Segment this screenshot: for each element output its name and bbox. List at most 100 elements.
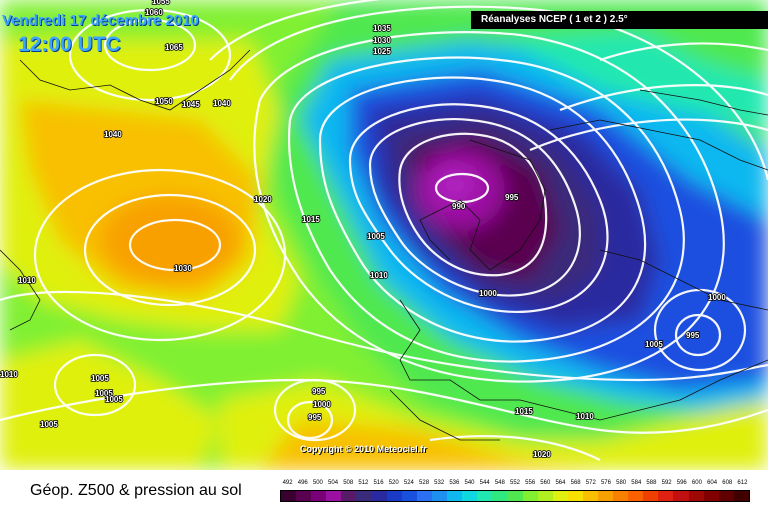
- scale-swatch: [507, 491, 523, 501]
- scale-swatch: [688, 491, 704, 501]
- scale-label: 560: [540, 480, 551, 486]
- scale-swatch: [522, 491, 538, 501]
- color-scale-labels: 492 496 500 504 508 512 516 520 524 528 532 536 540 5…: [280, 480, 750, 490]
- scale-label: 532: [434, 480, 445, 486]
- weather-map: 1065 1060 1055 1050 1045 1040 1040 1035 …: [0, 0, 768, 470]
- data-source-banner: Réanalyses NCEP ( 1 et 2 ) 2.5°: [471, 11, 768, 29]
- scale-swatch: [356, 491, 372, 501]
- scale-label: 584: [631, 480, 642, 486]
- scale-label: 596: [676, 480, 687, 486]
- scale-swatch: [492, 491, 508, 501]
- isobar-label: 995: [308, 413, 322, 422]
- isobar-label: 1015: [302, 215, 320, 224]
- isobar-label: 1040: [213, 99, 231, 108]
- isobar-label: 1010: [18, 276, 36, 285]
- isobar-label: 1040: [104, 130, 122, 139]
- scale-label: 536: [449, 480, 460, 486]
- field-title: Géop. Z500 & pression au sol: [30, 482, 242, 499]
- scale-swatch: [401, 491, 417, 501]
- scale-swatch: [673, 491, 689, 501]
- isobar-label: 1005: [367, 232, 385, 241]
- isobar-label: 1005: [105, 395, 123, 404]
- scale-label: 588: [646, 480, 657, 486]
- isobar-label: 1010: [370, 271, 388, 280]
- scale-label: 540: [464, 480, 475, 486]
- scale-label: 600: [691, 480, 702, 486]
- scale-label: 556: [525, 480, 536, 486]
- scale-label: 580: [616, 480, 627, 486]
- scale-swatch: [582, 491, 598, 501]
- isobar-label: 1015: [515, 407, 533, 416]
- z500-color-field: [0, 0, 768, 470]
- scale-label: 568: [570, 480, 581, 486]
- scale-label: 524: [403, 480, 414, 486]
- isobar-label: 1010: [0, 370, 18, 379]
- scale-swatch: [567, 491, 583, 501]
- isobar-label: 1005: [95, 389, 113, 398]
- scale-label: 572: [585, 480, 596, 486]
- scale-label: 552: [509, 480, 521, 486]
- isobar-label: 1005: [645, 340, 663, 349]
- scale-swatch: [416, 491, 432, 501]
- isobar-label: 1005: [91, 374, 109, 383]
- scale-swatch: [613, 491, 629, 501]
- scale-swatch: [703, 491, 719, 501]
- isobar-label: 1005: [40, 420, 58, 429]
- scale-swatch: [296, 491, 312, 501]
- scale-swatch: [326, 491, 342, 501]
- scale-label: 516: [373, 480, 384, 486]
- isobar-label: 1030: [373, 36, 391, 45]
- scale-swatch: [718, 491, 734, 501]
- scale-swatch: [386, 491, 402, 501]
- scale-swatch: [477, 491, 493, 501]
- scale-label: 544: [479, 480, 490, 486]
- scale-swatch: [658, 491, 674, 501]
- scale-swatch: [371, 491, 387, 501]
- scale-label: 564: [555, 480, 566, 486]
- scale-label: 528: [419, 480, 430, 486]
- isobar-label: 1010: [576, 412, 594, 421]
- scale-label: 604: [707, 480, 718, 486]
- scale-swatch: [628, 491, 644, 501]
- color-scale-bar: [280, 490, 750, 502]
- scale-swatch: [341, 491, 357, 501]
- scale-label: 500: [312, 480, 323, 486]
- scale-swatch: [733, 491, 749, 501]
- isobar-label: 990: [452, 202, 466, 211]
- scale-label: 592: [661, 480, 672, 486]
- isobar-label: 1035: [373, 24, 391, 33]
- scale-label: 608: [722, 480, 733, 486]
- scale-label: 504: [328, 480, 339, 486]
- scale-label: 520: [388, 480, 399, 486]
- isobar-label: 1000: [708, 293, 726, 302]
- scale-label: 512: [358, 480, 369, 486]
- legend-footer: Géop. Z500 & pression au sol 492 496 500 50…: [0, 470, 768, 512]
- isobar-label: 1020: [533, 450, 551, 459]
- scale-label: 508: [343, 480, 354, 486]
- isobar-label: 1000: [479, 289, 497, 298]
- isobar-label: 1000: [313, 400, 331, 409]
- scale-swatch: [311, 491, 327, 501]
- scale-swatch: [462, 491, 478, 501]
- isobar-label: 1055: [152, 0, 170, 6]
- pressure-isobars: [0, 0, 768, 460]
- scale-swatch: [537, 491, 553, 501]
- isobar-label: 1020: [254, 195, 272, 204]
- map-time: 12:00 UTC: [18, 33, 121, 56]
- isobar-label: 1065: [165, 43, 183, 52]
- isobar-label: 995: [312, 387, 326, 396]
- scale-label: 612: [737, 480, 748, 486]
- scale-label: 576: [600, 480, 611, 486]
- isobar-label: 995: [505, 193, 519, 202]
- scale-swatch: [431, 491, 448, 501]
- isobar-label: 1030: [174, 264, 192, 273]
- scale-label: 492: [282, 480, 293, 486]
- scale-swatch: [447, 491, 463, 501]
- isobar-label: 995: [686, 331, 700, 340]
- isobar-label: 1045: [182, 100, 200, 109]
- scale-swatch: [281, 491, 297, 501]
- scale-swatch: [552, 491, 568, 501]
- isobar-label: 1025: [373, 47, 391, 56]
- scale-label: 496: [297, 480, 308, 486]
- copyright-notice: Copyright © 2010 Meteociel.fr: [300, 444, 427, 454]
